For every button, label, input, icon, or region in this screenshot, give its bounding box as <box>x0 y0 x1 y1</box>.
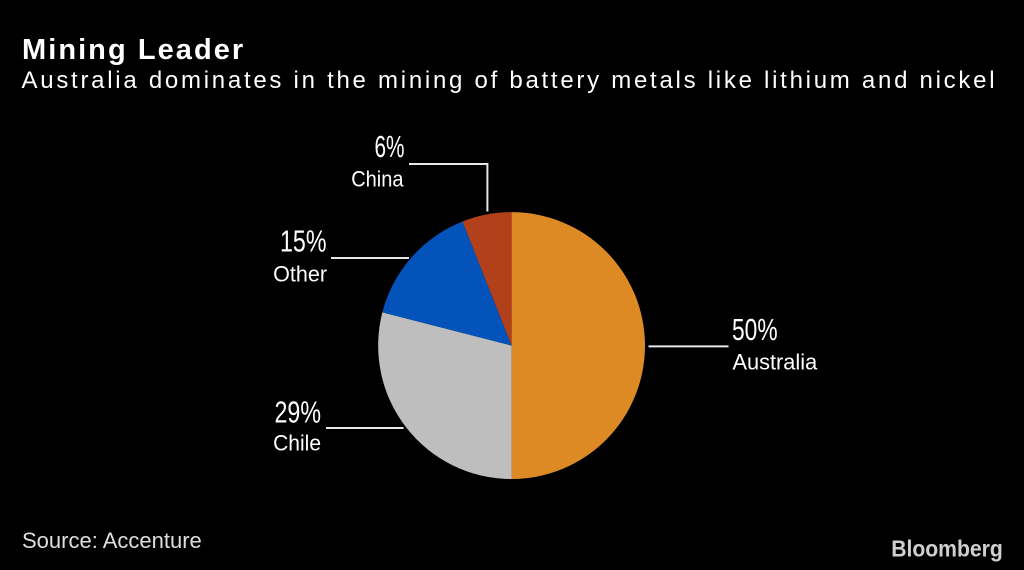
svg-text:29%: 29% <box>274 394 321 429</box>
svg-text:Other: Other <box>273 261 327 286</box>
svg-text:50%: 50% <box>732 313 778 347</box>
svg-text:Chile: Chile <box>273 431 321 456</box>
svg-text:Bloomberg: Bloomberg <box>891 536 1003 562</box>
svg-text:15%: 15% <box>280 223 327 258</box>
svg-text:Mining Leader: Mining Leader <box>22 34 245 66</box>
svg-text:6%: 6% <box>374 129 404 164</box>
svg-text:Australia: Australia <box>733 349 819 374</box>
svg-text:Australia dominates in the min: Australia dominates in the mining of bat… <box>22 67 998 94</box>
svg-text:Source: Accenture: Source: Accenture <box>22 528 202 553</box>
svg-text:China: China <box>351 168 404 192</box>
